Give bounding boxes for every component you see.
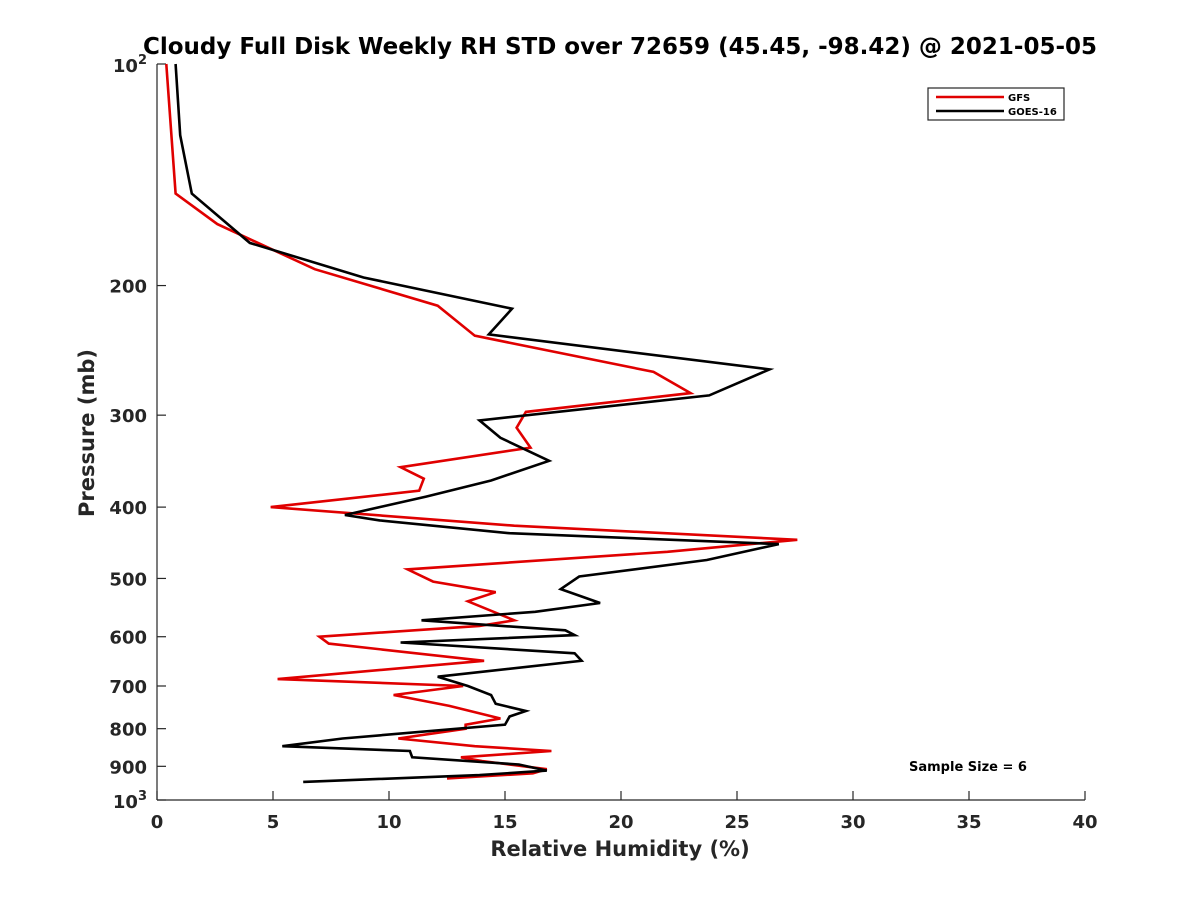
x-tick-label: 0 <box>151 812 164 833</box>
legend-label-gfs: GFS <box>1008 93 1030 104</box>
y-tick-label: 600 <box>109 628 147 649</box>
y-tick-label: 500 <box>109 569 147 590</box>
y-axis-label: Pressure (mb) <box>75 349 99 517</box>
sample-size-annotation: Sample Size = 6 <box>909 760 1027 775</box>
x-tick-label: 35 <box>956 812 981 833</box>
series-line-goes-16 <box>174 63 780 784</box>
y-tick-label: 800 <box>109 720 147 741</box>
x-tick-label: 40 <box>1072 812 1097 833</box>
legend-box <box>927 87 1065 121</box>
legend: GFS GOES-16 <box>927 87 1065 121</box>
x-tick-label: 20 <box>608 812 633 833</box>
x-tick-label: 15 <box>492 812 517 833</box>
x-axis-label: Relative Humidity (%) <box>490 837 749 861</box>
x-tick-label: 25 <box>724 812 749 833</box>
x-tick-label: 30 <box>840 812 865 833</box>
legend-label-goes-16: GOES-16 <box>1008 107 1057 118</box>
y-tick-label: 103 <box>113 789 147 813</box>
x-tick-label: 10 <box>376 812 401 833</box>
x-tick-label: 5 <box>267 812 280 833</box>
y-tick-label: 700 <box>109 677 147 698</box>
y-tick-label: 400 <box>109 498 147 519</box>
chart-title: Cloudy Full Disk Weekly RH STD over 7265… <box>143 34 1097 60</box>
y-tick-label: 900 <box>109 757 147 778</box>
y-tick-label: 300 <box>109 406 147 427</box>
plot-area: 0 5 10 15 20 25 30 35 40 102 200 300 400 500 600 700 800… <box>109 53 1097 833</box>
y-tick-label: 200 <box>109 277 147 298</box>
series-line-gfs <box>165 63 798 780</box>
y-tick-label: 102 <box>113 53 147 77</box>
